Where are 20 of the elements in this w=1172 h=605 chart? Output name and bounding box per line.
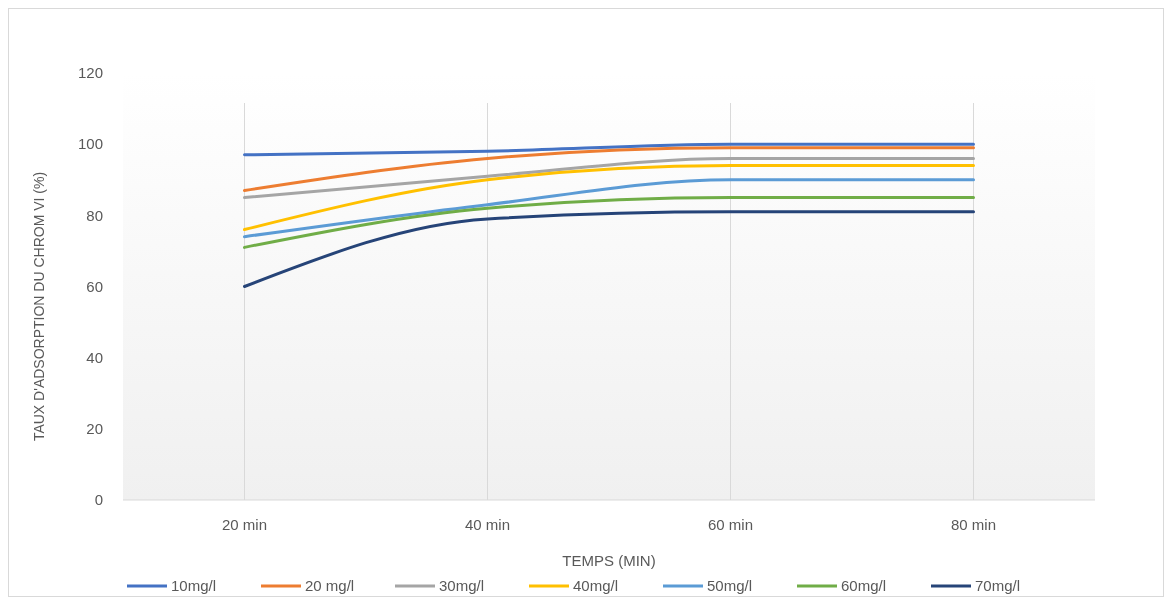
legend-label: 40mg/l	[573, 577, 619, 595]
x-tick-label: 60 min	[707, 516, 754, 533]
y-tick-label: 80	[86, 206, 103, 224]
y-tick-label: 0	[94, 491, 103, 509]
legend-label: 60mg/l	[841, 577, 887, 595]
y-tick-label: 20	[86, 420, 103, 438]
y-axis-title: TAUX D'ADSORPTION DU CHROM VI (%)	[31, 171, 47, 442]
legend-label: 50mg/l	[707, 577, 753, 595]
y-tick-label: 120	[77, 64, 103, 82]
x-tick-label: 20 min	[221, 516, 268, 533]
legend-label: 30mg/l	[439, 577, 485, 595]
x-tick-label: 80 min	[950, 516, 997, 533]
y-tick-label: 100	[77, 135, 103, 153]
legend-label: 20 mg/l	[305, 577, 355, 595]
legend-label: 70mg/l	[975, 577, 1021, 595]
legend-label: 10mg/l	[171, 577, 217, 595]
y-tick-label: 60	[86, 277, 103, 295]
x-tick-label: 40 min	[464, 516, 511, 533]
x-axis-title: TEMPS (MIN)	[562, 552, 656, 569]
y-tick-label: 40	[86, 348, 103, 366]
